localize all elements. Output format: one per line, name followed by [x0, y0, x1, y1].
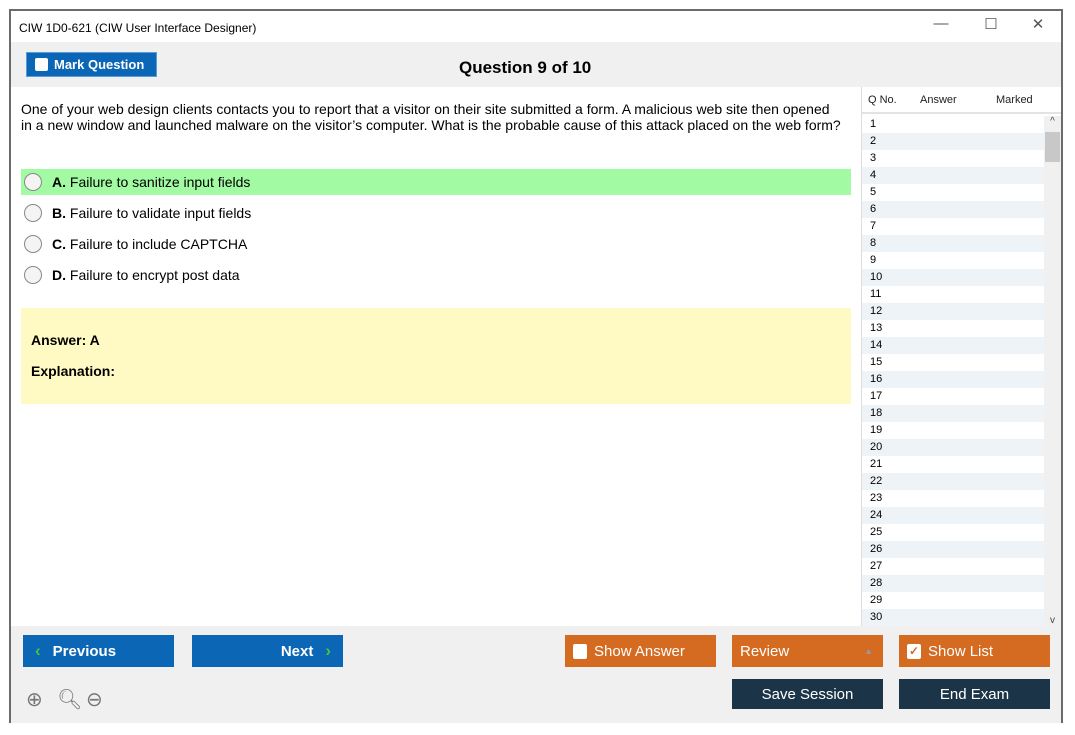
option-text: Failure to encrypt post data: [69, 267, 240, 283]
checkbox-icon: [35, 58, 48, 71]
list-row[interactable]: 14: [862, 337, 1044, 354]
previous-label: Previous: [52, 642, 117, 660]
list-row[interactable]: 21: [870, 458, 883, 470]
show-list-label: Show List: [928, 642, 994, 660]
list-scrollbar[interactable]: ^ v: [1044, 116, 1061, 626]
exam-window: CIW 1D0-621 (CIW User Interface Designer…: [9, 9, 1063, 723]
list-row[interactable]: 4: [862, 167, 1044, 184]
review-dropdown[interactable]: Review ▲: [732, 635, 883, 667]
show-answer-button[interactable]: Show Answer: [565, 635, 716, 667]
show-answer-label: Show Answer: [594, 642, 685, 660]
bottom-bar: ‹ Previous Next › Show Answer Review ▲ ✓ Sho…: [11, 626, 1061, 723]
list-row[interactable]: 12: [862, 303, 1044, 320]
list-row[interactable]: 13: [870, 322, 883, 334]
chevron-left-icon: ‹: [35, 641, 41, 660]
previous-button[interactable]: ‹ Previous: [23, 635, 174, 667]
list-row[interactable]: 5: [870, 186, 877, 198]
list-row[interactable]: 2: [862, 133, 1044, 150]
list-row[interactable]: 29: [870, 594, 883, 606]
option-text: Failure to validate input fields: [69, 205, 252, 221]
explanation-label: Explanation:: [31, 363, 116, 379]
list-row[interactable]: 30: [862, 609, 1044, 626]
mark-question-button[interactable]: Mark Question: [26, 52, 157, 77]
chevron-right-icon: ›: [325, 641, 331, 660]
header-marked: Marked: [996, 93, 1033, 106]
option-text: Failure to sanitize input fields: [69, 174, 251, 190]
toolbar: Mark Question Question 9 of 10: [11, 42, 1061, 87]
list-row[interactable]: 18: [862, 405, 1044, 422]
list-row[interactable]: 15: [870, 356, 883, 368]
maximize-button[interactable]: ☐: [984, 16, 998, 33]
header-answer: Answer: [920, 93, 957, 106]
question-list: Q No. Answer Marked 1 2 3 4 5 6 7 8 9 10 11 12 13 14 1…: [861, 87, 1061, 626]
scroll-thumb[interactable]: [1045, 132, 1060, 162]
list-header: Q No. Answer Marked: [862, 87, 1061, 114]
show-list-button[interactable]: ✓ Show List: [899, 635, 1050, 667]
minimize-button[interactable]: —: [933, 15, 949, 32]
title-bar: CIW 1D0-621 (CIW User Interface Designer…: [11, 11, 1061, 42]
list-row[interactable]: 1: [870, 118, 877, 130]
checkbox-checked-icon: ✓: [907, 643, 921, 659]
list-row[interactable]: 24: [862, 507, 1044, 524]
option-c[interactable]: C. Failure to include CAPTCHA: [21, 231, 851, 257]
header-qno: Q No.: [868, 93, 897, 106]
review-label: Review: [740, 642, 790, 660]
next-button[interactable]: Next ›: [192, 635, 343, 667]
window-title: CIW 1D0-621 (CIW User Interface Designer…: [19, 21, 257, 35]
list-row[interactable]: 16: [862, 371, 1044, 388]
list-row[interactable]: 7: [870, 220, 877, 232]
zoom-reset-icon[interactable]: 🔍︎: [57, 689, 83, 711]
list-row[interactable]: 28: [862, 575, 1044, 592]
list-row[interactable]: 26: [862, 541, 1044, 558]
list-row[interactable]: 6: [862, 201, 1044, 218]
answer-box: Answer: A Explanation:: [21, 308, 851, 404]
option-d[interactable]: D. Failure to encrypt post data: [21, 262, 851, 288]
radio-button[interactable]: [24, 266, 42, 284]
answer-text: Answer: A: [31, 332, 100, 348]
list-row[interactable]: 23: [870, 492, 883, 504]
question-title: Question 9 of 10: [459, 58, 592, 77]
radio-button[interactable]: [24, 173, 42, 191]
option-letter: D.: [52, 267, 66, 283]
mark-question-label: Mark Question: [54, 57, 145, 72]
radio-button[interactable]: [24, 204, 42, 222]
option-letter: C.: [52, 236, 66, 252]
option-letter: B.: [52, 205, 66, 221]
list-row[interactable]: 8: [862, 235, 1044, 252]
zoom-out-icon[interactable]: ⊖: [86, 689, 103, 711]
question-text: One of your web design clients contacts …: [21, 101, 841, 133]
save-session-button[interactable]: Save Session: [732, 679, 883, 709]
end-exam-button[interactable]: End Exam: [899, 679, 1050, 709]
next-label: Next: [280, 642, 314, 660]
list-row[interactable]: 27: [870, 560, 883, 572]
option-letter: A.: [52, 174, 66, 190]
checkbox-icon: [573, 643, 587, 659]
list-row[interactable]: 25: [870, 526, 883, 538]
option-text: Failure to include CAPTCHA: [69, 236, 248, 252]
radio-button[interactable]: [24, 235, 42, 253]
list-row[interactable]: 3: [870, 152, 877, 164]
list-row[interactable]: 22: [862, 473, 1044, 490]
scroll-down-icon[interactable]: v: [1050, 615, 1055, 626]
triangle-up-icon: ▲: [864, 646, 873, 656]
option-b[interactable]: B. Failure to validate input fields: [21, 200, 851, 226]
list-row[interactable]: 19: [870, 424, 883, 436]
list-row[interactable]: 10: [862, 269, 1044, 286]
list-row[interactable]: 20: [862, 439, 1044, 456]
list-row[interactable]: 9: [870, 254, 877, 266]
zoom-in-icon[interactable]: ⊕: [26, 689, 43, 711]
scroll-up-icon[interactable]: ^: [1050, 116, 1055, 127]
option-a[interactable]: A. Failure to sanitize input fields: [21, 169, 851, 195]
list-row[interactable]: 17: [870, 390, 883, 402]
list-row[interactable]: 11: [870, 288, 882, 300]
close-button[interactable]: ✕: [1031, 16, 1045, 33]
